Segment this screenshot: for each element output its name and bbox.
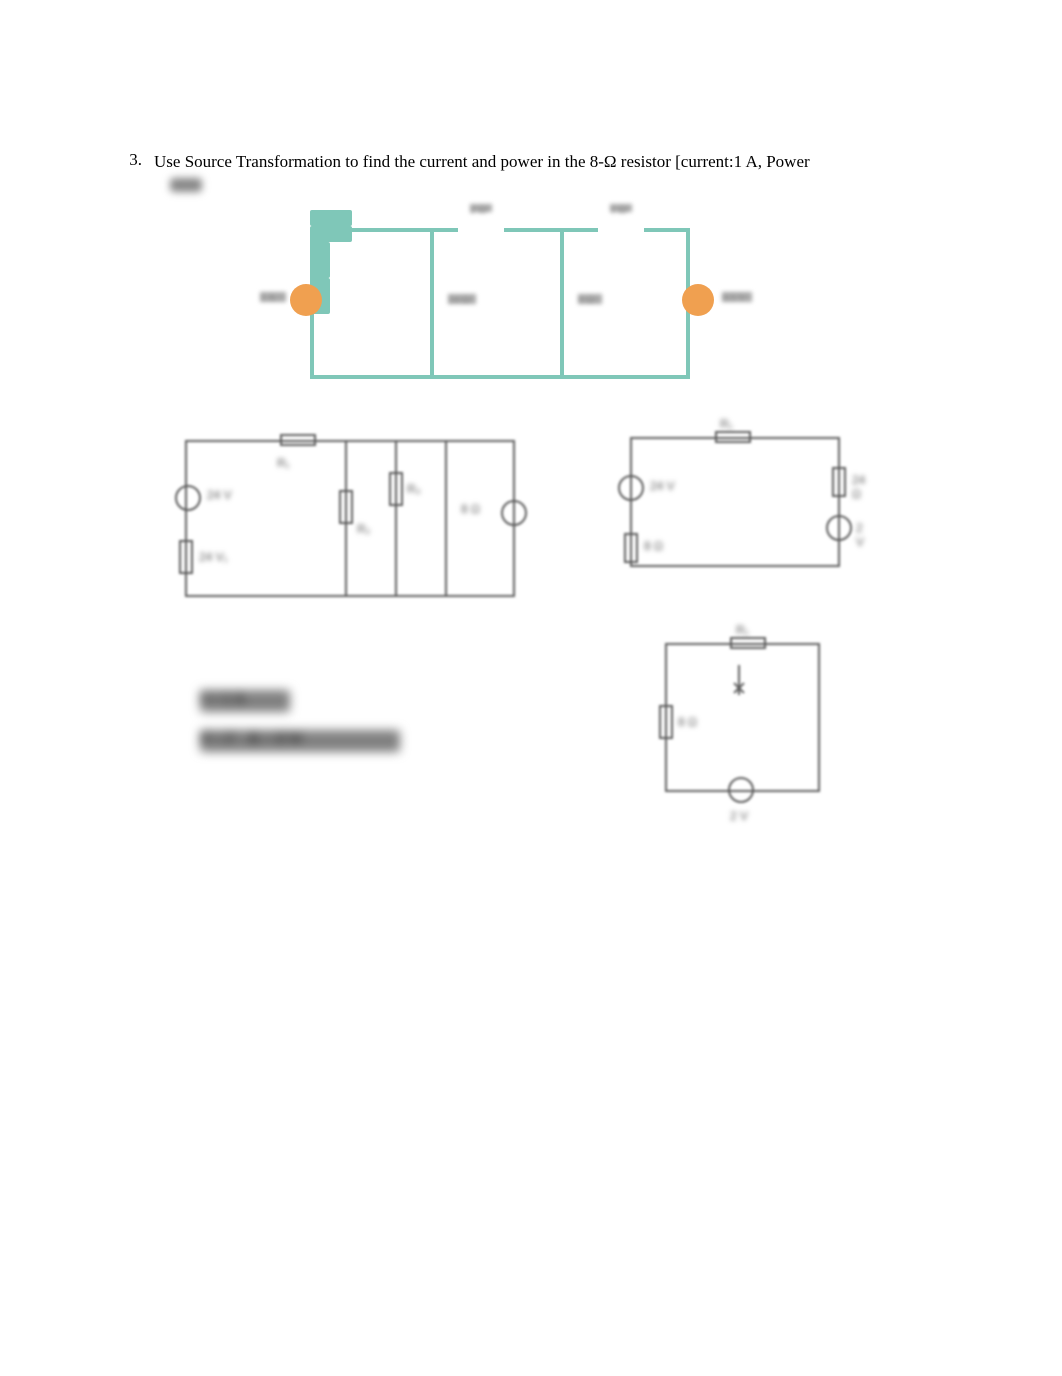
wire-gap-1 <box>458 228 504 232</box>
rl-top-resistor <box>730 637 766 649</box>
bl-top-resistor <box>280 434 316 446</box>
bl-wire-bottom <box>185 595 515 597</box>
wire-v2 <box>560 228 564 378</box>
answer-line-1: I = 1 A <box>200 690 290 712</box>
question-row: 3. Use Source Transformation to find the… <box>120 150 940 174</box>
bl-left-source-label: 24 V <box>207 488 232 502</box>
ru-top-resistor <box>715 431 751 443</box>
wire-bottom <box>310 375 690 379</box>
bl-v2-box <box>389 472 403 506</box>
ru-top-label: R₁ <box>720 417 733 431</box>
bl-bottom-src-label: 24 V₁ <box>199 550 228 564</box>
ru-wire-right <box>838 437 840 567</box>
wire-v1 <box>430 228 434 378</box>
source-right-label: 0.5 V <box>722 292 752 302</box>
top-resistor-1 <box>310 210 352 226</box>
answer-line-2: P = I² · R = 8 W <box>200 730 400 752</box>
bl-v1-label: R₂ <box>357 522 370 536</box>
rl-left-label: 8 Ω <box>678 715 697 729</box>
ru-right-source <box>826 515 852 541</box>
voltage-source-right <box>682 284 714 316</box>
ru-wire-bottom <box>630 565 840 567</box>
vbox2-label: 8 Ω <box>578 294 602 304</box>
rl-bottom-label: 2 V <box>730 809 748 823</box>
current-source-left <box>290 284 322 316</box>
bl-left-lower-box <box>179 540 193 574</box>
sketch-bottom-left: 24 V R₁ R₂ R₃ 8 Ω 24 V₁ <box>185 430 535 620</box>
sketch-right-upper: R₁ 24 V 24 Ω 2 V 8 Ω <box>620 415 870 595</box>
bl-v1-box <box>339 490 353 524</box>
source-left-label: 1 A <box>260 292 286 302</box>
bl-right-source <box>501 500 527 526</box>
question-text: Use Source Transformation to find the cu… <box>154 150 810 174</box>
bl-wire-v2 <box>395 440 397 596</box>
sketch-right-lower: R₁ 8 Ω 2 V <box>660 625 840 835</box>
wire-gap-2 <box>598 228 644 232</box>
blurred-fragment <box>170 178 202 192</box>
rl-wire-right <box>818 643 820 791</box>
bl-wire-v3 <box>445 440 447 596</box>
rl-top-label: R₁ <box>736 623 749 637</box>
rl-bottom-source <box>728 777 754 803</box>
bl-top-res-label: R₁ <box>277 456 290 470</box>
rl-left-box <box>659 705 673 739</box>
ru-right-src-label: 2 V <box>856 521 870 549</box>
vbox1-label: 24 Ω <box>448 294 476 304</box>
ru-left-src-label: 24 V <box>650 479 675 493</box>
top-resistor-2-label: 1 Ω <box>610 204 632 212</box>
question-number: 3. <box>120 150 142 170</box>
bl-v2-label: R₃ <box>407 482 421 496</box>
top-resistor-1-label: 2 Ω <box>470 204 492 212</box>
answer-text-block: I = 1 A P = I² · R = 8 W <box>200 690 420 770</box>
ru-left-lower-box <box>624 533 638 563</box>
ru-left-source <box>618 475 644 501</box>
ru-right-box <box>832 467 846 497</box>
bl-v3-label: 8 Ω <box>461 502 480 516</box>
bl-wire-top <box>185 440 515 442</box>
ru-right-box-label: 24 Ω <box>852 473 870 501</box>
top-circuit-diagram: 1 A 0.5 V 2 Ω 1 Ω 24 Ω 8 Ω <box>310 210 710 400</box>
bl-left-source <box>175 485 201 511</box>
page-content: 3. Use Source Transformation to find the… <box>120 150 940 174</box>
ru-bottom-label: 8 Ω <box>644 539 663 553</box>
